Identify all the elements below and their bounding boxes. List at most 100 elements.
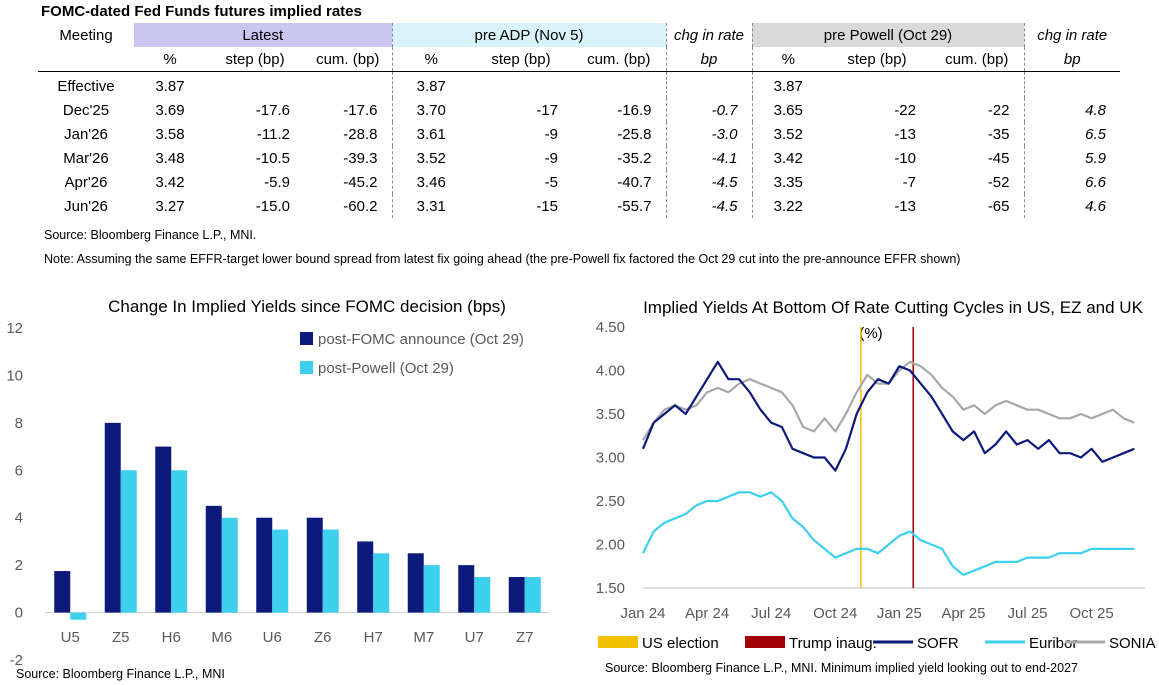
value-cell: -35	[987, 125, 1010, 143]
value-cell	[304, 72, 392, 99]
value-cell: -7	[902, 173, 916, 191]
y-tick-label: 1.50	[596, 580, 625, 597]
y-tick-label: 4.00	[596, 363, 625, 380]
chg-in-rate-header-2: chg in rate	[1023, 23, 1120, 47]
bar-post-powell	[221, 517, 238, 613]
y-tick-label: 3.00	[596, 450, 625, 467]
value-cell: 4.6	[1023, 194, 1120, 218]
y-tick-label: 2.00	[596, 537, 625, 554]
legend-label: US election	[642, 635, 719, 652]
table-row: Jun'26 3.27 -15.0 -60.2 3.31 -15 -55.7 -4.5 3.22…	[38, 194, 1120, 218]
x-tick-label: Jul 25	[1007, 605, 1047, 622]
x-tick-label: Oct 25	[1070, 605, 1114, 622]
sub-header: %	[751, 47, 824, 72]
y-tick-label: 4.50	[596, 319, 625, 336]
x-tick-label: H6	[162, 629, 181, 646]
value-cell: -40.7	[617, 173, 652, 191]
value-cell: -4.5	[665, 194, 752, 218]
bar-post-powell	[120, 470, 137, 613]
value-cell: -45	[987, 149, 1010, 167]
value-cell: 3.48	[155, 149, 185, 167]
y-tick-label: 2.50	[596, 493, 625, 510]
value-cell: -17	[536, 101, 558, 119]
y-tick-label: 6	[15, 462, 23, 479]
y-tick-label: 3.50	[596, 406, 625, 423]
bar-post-powell	[474, 577, 491, 613]
bar-post-powell	[272, 529, 289, 613]
value-cell	[572, 72, 666, 99]
y-tick-label: 4	[15, 510, 23, 527]
bar-chart: Change In Implied Yields since FOMC deci…	[6, 297, 550, 681]
value-cell: 3.58	[155, 125, 185, 143]
legend-label: post-FOMC announce (Oct 29)	[318, 331, 524, 348]
value-cell: -65	[987, 197, 1010, 215]
legend-swatch	[598, 636, 638, 648]
bar-post-fomc	[256, 517, 273, 613]
table-body: Effective 3.87 3.87 3.87 Dec'25 3.69 -17.6 -17.…	[38, 71, 1120, 218]
value-cell: -16.9	[617, 101, 652, 119]
bar-post-powell	[70, 612, 87, 620]
meeting-cell: Dec'25	[62, 101, 110, 119]
x-tick-label: M7	[413, 629, 434, 646]
series-line-sofr	[641, 360, 1135, 472]
value-cell	[665, 71, 752, 98]
value-cell: -4.5	[665, 170, 752, 194]
value-cell: 3.31	[391, 194, 470, 218]
table-source: Source: Bloomberg Finance L.P., MNI.	[44, 228, 257, 242]
value-cell: -9	[544, 125, 558, 143]
table-row: Jan'26 3.58 -11.2 -28.8 3.61 -9 -25.8 -3.0 3.52 -…	[38, 122, 1120, 146]
legend-swatch	[300, 361, 313, 374]
series-line-euribor	[642, 491, 1135, 576]
bar-post-fomc	[458, 565, 475, 613]
value-cell: -13	[894, 197, 916, 215]
table-row: Apr'26 3.42 -5.9 -45.2 3.46 -5 -40.7 -4.5 3.35 -7…	[38, 170, 1120, 194]
x-tick-label: Z6	[314, 629, 332, 646]
x-tick-label: Jan 25	[877, 605, 922, 622]
value-cell	[930, 72, 1024, 99]
bar-post-fomc	[104, 422, 121, 613]
value-cell: 3.70	[391, 98, 470, 122]
x-tick-label: Jul 24	[751, 605, 791, 622]
value-cell: -5.9	[264, 173, 290, 191]
value-cell: 3.42	[751, 146, 824, 170]
value-cell: 3.46	[391, 170, 470, 194]
x-tick-label: Oct 24	[813, 605, 857, 622]
unit-label: (%)	[859, 325, 882, 342]
x-tick-label: Apr 25	[941, 605, 985, 622]
legend-swatch	[300, 332, 313, 345]
value-cell: 3.42	[155, 173, 185, 191]
meeting-cell: Apr'26	[64, 173, 108, 191]
bar-post-powell	[524, 577, 541, 613]
value-cell	[470, 72, 572, 99]
value-cell: 4.8	[1023, 98, 1120, 122]
value-cell	[824, 72, 930, 99]
bar-post-fomc	[205, 505, 222, 613]
pre-powell-header: pre Powell (Oct 29)	[751, 23, 1024, 47]
x-tick-label: U7	[465, 629, 484, 646]
value-cell: -15	[536, 197, 558, 215]
value-cell: -45.2	[343, 173, 378, 191]
line-chart: Implied Yields At Bottom Of Rate Cutting…	[596, 298, 1156, 675]
value-cell: -39.3	[343, 149, 378, 167]
sub-header: cum. (bp)	[930, 47, 1024, 72]
y-tick-label: 0	[15, 605, 23, 622]
meeting-cell: Mar'26	[63, 149, 109, 167]
chart-title: Implied Yields At Bottom Of Rate Cutting…	[643, 298, 1143, 317]
sub-header: bp	[665, 47, 752, 72]
bar-post-fomc	[54, 571, 71, 613]
value-cell	[1023, 71, 1120, 98]
value-cell: -5	[544, 173, 558, 191]
value-cell: -13	[894, 125, 916, 143]
rates-table: Meeting Latest pre ADP (Nov 5) chg in ra…	[38, 23, 1120, 218]
legend-label: SONIA	[1109, 635, 1156, 652]
sub-header: bp	[1023, 47, 1120, 72]
pre-adp-header: pre ADP (Nov 5)	[391, 23, 666, 47]
x-tick-label: Z5	[112, 629, 130, 646]
x-tick-label: H7	[364, 629, 383, 646]
table-title: FOMC-dated Fed Funds futures implied rat…	[41, 3, 362, 20]
value-cell: -17.6	[255, 101, 290, 119]
sub-header-blank	[38, 47, 134, 72]
value-cell: -11.2	[256, 125, 290, 143]
legend-label: post-Powell (Oct 29)	[318, 360, 454, 377]
y-tick-label: -2	[10, 652, 23, 669]
